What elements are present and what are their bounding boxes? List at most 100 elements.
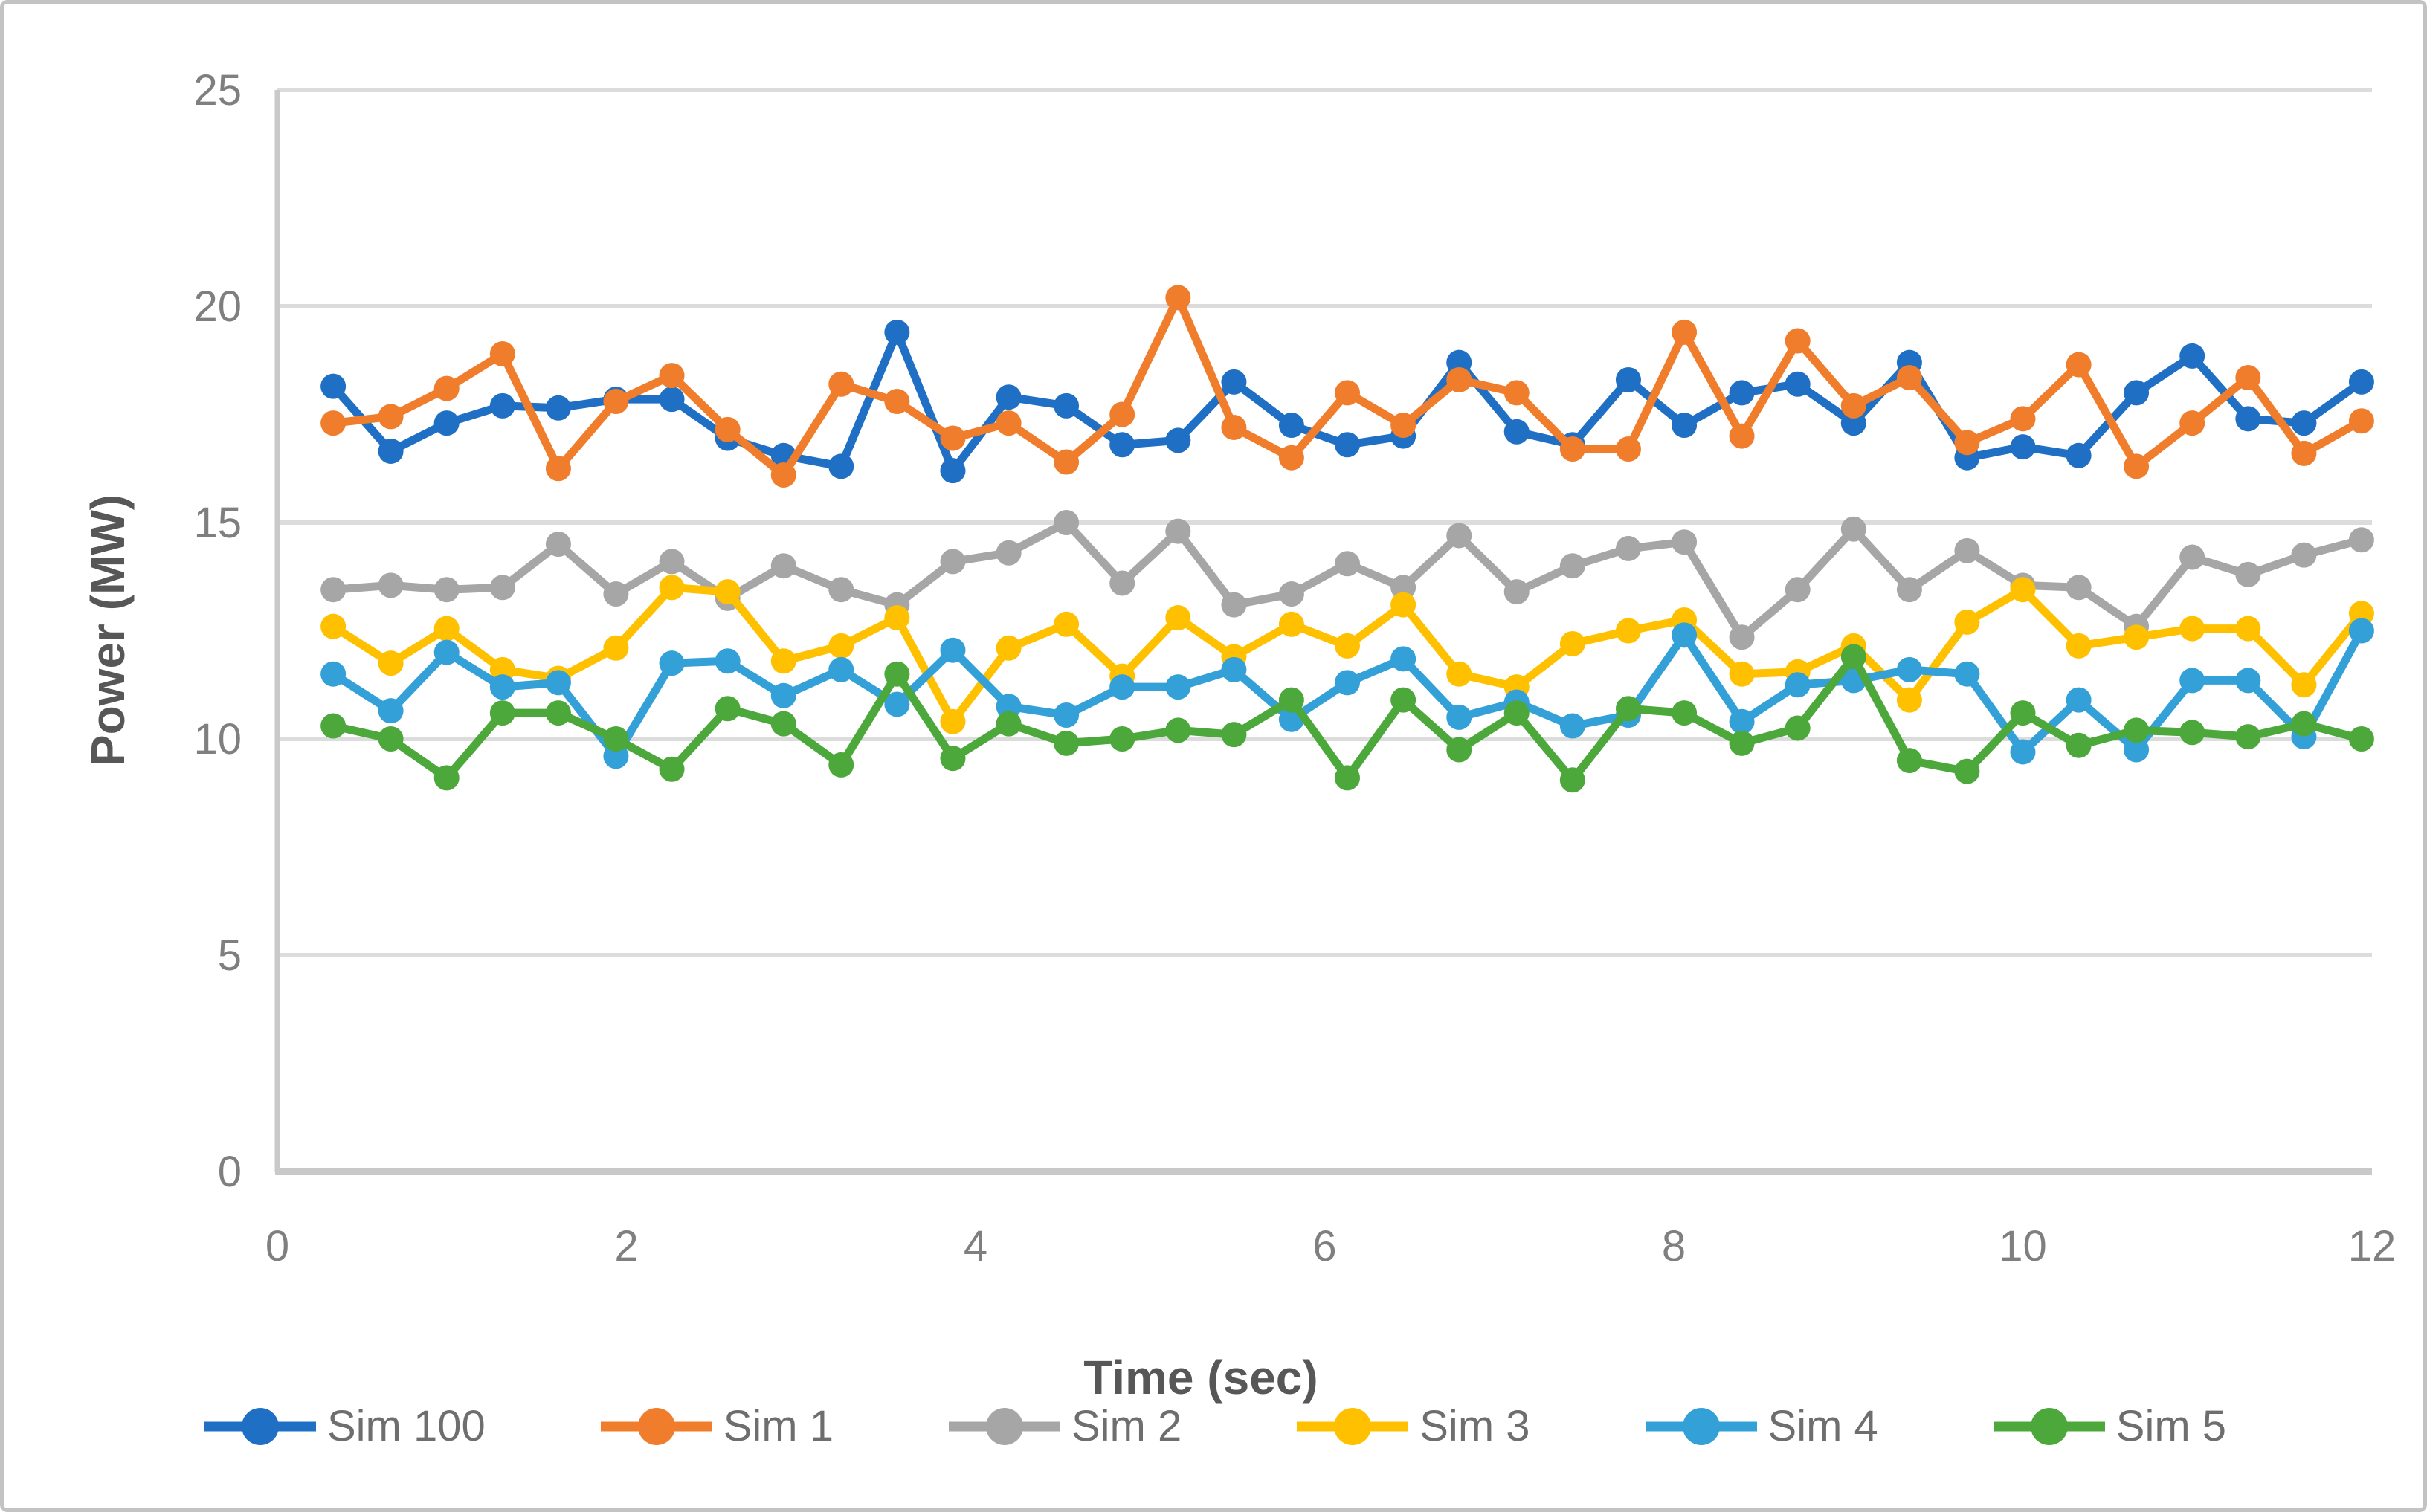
data-point (1615, 696, 1641, 722)
data-point (2348, 369, 2374, 395)
data-point (1390, 413, 1416, 439)
data-point (1390, 592, 1416, 618)
data-point (1221, 369, 1247, 395)
data-point (1390, 646, 1416, 672)
data-point (2348, 726, 2374, 752)
data-point (1109, 401, 1135, 427)
data-point (2179, 720, 2205, 746)
data-point (1054, 730, 1080, 756)
data-point (545, 395, 571, 421)
data-point (489, 656, 515, 682)
y-tick-label: 15 (193, 499, 242, 547)
data-point (884, 661, 910, 687)
data-point (1729, 624, 1755, 650)
data-point (884, 389, 910, 415)
data-point (884, 691, 910, 717)
data-point (2179, 544, 2205, 570)
data-point (2235, 668, 2261, 694)
data-point (659, 756, 685, 782)
legend-item-sim-1: Sim 1 (597, 1401, 834, 1451)
data-point (1729, 661, 1755, 687)
x-axis-title: Time (sec) (1083, 1351, 1318, 1404)
data-point (378, 404, 404, 430)
plot-area: 0 5 10 15 20 25 0 2 4 6 8 10 12 (193, 66, 2396, 1270)
data-point (1054, 392, 1080, 419)
data-point (2066, 732, 2092, 758)
data-point (1896, 656, 1922, 682)
data-point (1785, 577, 1811, 603)
data-point (2348, 527, 2374, 553)
data-point (770, 648, 796, 674)
data-point (1896, 687, 1922, 713)
y-tick-label: 20 (193, 282, 242, 331)
data-point (1221, 722, 1247, 748)
data-point (2291, 410, 2317, 436)
data-point (1165, 674, 1191, 700)
data-point (2179, 668, 2205, 694)
data-point (320, 613, 347, 639)
data-point (659, 549, 685, 575)
data-point (489, 575, 515, 601)
data-point (715, 648, 741, 674)
data-point (659, 575, 685, 601)
data-point (2124, 380, 2150, 406)
legend-item-sim-5: Sim 5 (1990, 1401, 2226, 1451)
data-point (2235, 616, 2261, 642)
data-point (2124, 717, 2150, 743)
data-point (1954, 758, 1980, 784)
data-point (1840, 392, 1866, 419)
data-point (1109, 432, 1135, 458)
data-point (2066, 352, 2092, 378)
data-point (770, 711, 796, 737)
data-point (1954, 609, 1980, 635)
data-point (603, 581, 629, 607)
data-point (1615, 436, 1641, 462)
sim-4-marker-icon (1645, 1407, 1757, 1445)
y-tick-label: 0 (218, 1148, 242, 1196)
data-point (1165, 518, 1191, 544)
x-tick-label: 10 (1999, 1222, 2047, 1270)
data-point (996, 711, 1022, 737)
data-point (1729, 708, 1755, 734)
data-point (1954, 537, 1980, 563)
data-point (489, 392, 515, 419)
data-point (2066, 687, 2092, 713)
legend-item-sim-2: Sim 2 (945, 1401, 1182, 1451)
data-point (1615, 366, 1641, 392)
data-point (770, 682, 796, 708)
legend-label: Sim 3 (1419, 1402, 1530, 1450)
data-point (1785, 328, 1811, 354)
data-point (489, 700, 515, 726)
data-point (1729, 423, 1755, 449)
data-point (545, 456, 571, 482)
data-point (1896, 748, 1922, 774)
data-point (378, 572, 404, 598)
data-point (1221, 656, 1247, 682)
data-point (1335, 765, 1361, 791)
data-point (1446, 366, 1472, 392)
data-point (1559, 436, 1585, 462)
data-point (1615, 618, 1641, 644)
data-point (1559, 767, 1585, 793)
data-point (2179, 616, 2205, 642)
data-point (828, 633, 854, 659)
data-point (2291, 542, 2317, 568)
data-point (1278, 581, 1304, 607)
data-point (433, 577, 460, 603)
data-point (2010, 577, 2036, 603)
data-point (1390, 575, 1416, 601)
data-point (1446, 523, 1472, 549)
data-point (996, 635, 1022, 661)
data-point (2235, 365, 2261, 391)
data-point (1503, 419, 1530, 445)
data-point (1109, 726, 1135, 752)
data-point (603, 635, 629, 661)
data-point (828, 371, 854, 397)
data-point (1165, 285, 1191, 311)
data-point (996, 384, 1022, 410)
series-sim-5 (320, 644, 2374, 793)
data-point (433, 639, 460, 665)
data-point (2066, 575, 2092, 601)
y-tick-label: 10 (193, 715, 242, 763)
data-point (1109, 674, 1135, 700)
